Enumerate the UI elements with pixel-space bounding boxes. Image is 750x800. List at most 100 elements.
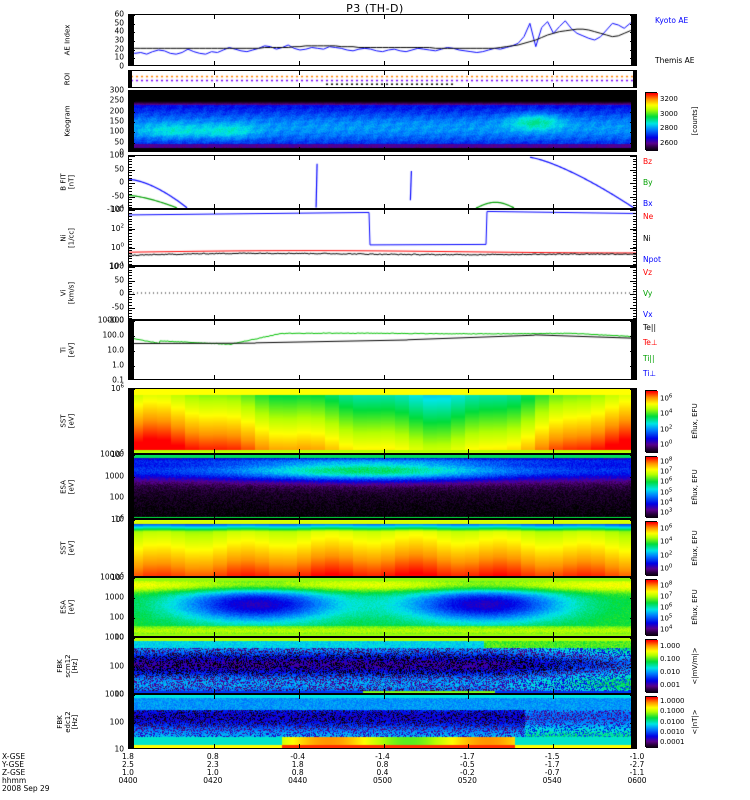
- y-axis-label-line: [eV]: [67, 413, 75, 429]
- x-tick-mark: [383, 15, 385, 19]
- series-legend-label: Bx: [643, 198, 653, 208]
- y-tick-label-fbk_scm: 100: [109, 661, 124, 670]
- y-minor-tick: [129, 80, 132, 82]
- x-tick-mark: [383, 147, 385, 151]
- y-minor-tick: [633, 291, 636, 293]
- y-minor-tick: [129, 299, 132, 301]
- x-tick-coordinate: 1.8: [291, 760, 304, 769]
- panel-fbk_scm: [128, 637, 637, 694]
- y-minor-tick: [633, 269, 636, 271]
- y-axis-label-fbk_scm: FBK scm12 [Hz]: [56, 654, 80, 677]
- x-tick-coordinate: -1.7: [460, 752, 475, 761]
- x-tick-mark: [213, 83, 215, 87]
- y-minor-tick: [129, 75, 132, 77]
- x-tick-mark: [553, 520, 555, 524]
- series-legend-label: Ne: [643, 211, 654, 221]
- x-tick-mark: [383, 204, 385, 208]
- x-tick-mark: [468, 638, 470, 642]
- x-tick-mark: [383, 83, 385, 87]
- y-minor-tick: [633, 85, 636, 87]
- y-minor-tick: [129, 172, 132, 174]
- y-tick-mark: [129, 280, 135, 282]
- x-tick-mark: [213, 15, 215, 19]
- x-tick-mark: [298, 91, 300, 95]
- y-tick-label-ti: 0.1: [112, 375, 124, 385]
- y-minor-tick: [129, 241, 132, 243]
- axis-tick-bar: [129, 638, 134, 693]
- y-axis-label-line: [1/cc]: [67, 227, 75, 248]
- x-tick-mark: [553, 638, 555, 642]
- y-minor-tick: [129, 158, 132, 160]
- x-tick-time: 0400: [118, 776, 138, 785]
- y-tick-mark: [129, 294, 135, 295]
- x-axis-row-label: X-GSE: [2, 752, 26, 761]
- y-minor-tick: [129, 71, 132, 73]
- y-minor-tick: [129, 81, 132, 83]
- data-canvas-vi: [129, 267, 636, 319]
- y-minor-tick: [633, 161, 636, 163]
- y-minor-tick: [129, 196, 132, 198]
- x-tick-mark: [383, 689, 385, 693]
- colorbar-tick-label: 106: [660, 476, 673, 487]
- y-minor-tick: [129, 164, 132, 166]
- y-tick-mark: [630, 248, 636, 249]
- axis-tick-bar: [129, 321, 134, 379]
- colorbar-tick-label: 107: [660, 466, 673, 476]
- x-tick-mark: [298, 689, 300, 693]
- x-tick-mark: [468, 375, 470, 379]
- y-minor-tick: [633, 285, 636, 287]
- y-tick-label-sst2: 106: [110, 514, 124, 524]
- y-minor-tick: [129, 177, 132, 179]
- colorbar-fbk_scm: [645, 639, 658, 693]
- y-minor-tick: [129, 249, 132, 251]
- y-tick-label-bfit: 0: [119, 177, 124, 187]
- y-minor-tick: [129, 280, 132, 282]
- y-axis-label-bfit: B FIT [nT]: [60, 173, 76, 190]
- y-minor-tick: [633, 73, 636, 75]
- y-minor-tick: [633, 310, 636, 312]
- y-minor-tick: [633, 299, 636, 301]
- x-tick-mark: [468, 520, 470, 524]
- y-axis-label-line: AE Index: [63, 24, 72, 56]
- y-axis-label-line: [eV]: [67, 342, 75, 358]
- y-minor-tick: [129, 227, 132, 229]
- y-minor-tick: [129, 258, 132, 260]
- x-tick-mark: [553, 267, 555, 271]
- y-axis-label-ae: AE Index: [63, 24, 72, 56]
- x-tick-mark: [468, 61, 470, 65]
- y-minor-tick: [633, 288, 636, 290]
- x-tick-coordinate: -0.4: [290, 752, 305, 761]
- colorbar-tick-label: 100: [660, 439, 673, 449]
- y-minor-tick: [129, 304, 132, 306]
- y-minor-tick: [633, 185, 636, 187]
- x-tick-mark: [553, 156, 555, 160]
- x-tick-mark: [468, 689, 470, 693]
- y-tick-label-ti: 10.0: [107, 345, 124, 355]
- series-legend-label: Ti⊥: [643, 368, 656, 378]
- x-tick-mark: [468, 632, 470, 636]
- y-minor-tick: [129, 207, 132, 208]
- axis-tick-bar: [631, 520, 636, 576]
- x-tick-mark: [553, 578, 555, 582]
- axis-tick-bar: [129, 578, 134, 636]
- series-legend-label: Ti||: [643, 353, 655, 363]
- x-tick-mark: [383, 389, 385, 393]
- y-minor-tick: [633, 201, 636, 203]
- x-tick-time: 0500: [372, 776, 393, 785]
- y-minor-tick: [633, 191, 636, 193]
- y-minor-tick: [633, 261, 636, 263]
- y-tick-label-keogram: 200: [109, 106, 124, 116]
- y-minor-tick: [633, 307, 636, 309]
- x-tick-mark: [553, 514, 555, 518]
- y-minor-tick: [633, 264, 636, 265]
- y-minor-tick: [633, 164, 636, 166]
- x-tick-mark: [383, 210, 385, 214]
- series-legend-label: Vy: [643, 289, 653, 298]
- y-axis-label-line: [km/s]: [67, 281, 75, 305]
- y-tick-label-vi: 0: [119, 288, 124, 298]
- y-minor-tick: [129, 267, 132, 268]
- x-tick-mark: [468, 210, 470, 214]
- y-minor-tick: [633, 86, 636, 87]
- y-minor-tick: [129, 312, 132, 314]
